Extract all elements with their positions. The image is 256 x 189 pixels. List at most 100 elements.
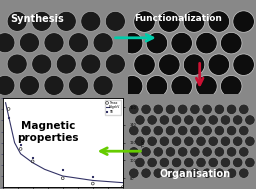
Circle shape <box>81 11 101 31</box>
Circle shape <box>239 168 249 178</box>
Circle shape <box>146 75 168 97</box>
Circle shape <box>214 168 225 178</box>
Circle shape <box>141 168 151 178</box>
Text: Synthesis: Synthesis <box>10 14 64 24</box>
Circle shape <box>129 147 139 157</box>
Circle shape <box>226 125 237 136</box>
Circle shape <box>105 11 125 31</box>
Circle shape <box>239 104 249 115</box>
Circle shape <box>184 115 194 125</box>
Circle shape <box>135 115 145 125</box>
Circle shape <box>208 54 230 75</box>
Circle shape <box>226 104 237 115</box>
Circle shape <box>183 54 205 75</box>
Circle shape <box>208 11 230 32</box>
Circle shape <box>177 168 188 178</box>
Circle shape <box>44 75 64 95</box>
Tmax <box>31 160 35 163</box>
Circle shape <box>196 136 206 146</box>
EdgekV <box>61 175 64 177</box>
Circle shape <box>239 147 249 157</box>
Circle shape <box>7 11 27 31</box>
TB <box>19 143 23 146</box>
Circle shape <box>0 33 15 53</box>
Circle shape <box>202 168 212 178</box>
Text: Magnetic
properties: Magnetic properties <box>17 121 79 143</box>
Circle shape <box>202 147 212 157</box>
Circle shape <box>165 104 176 115</box>
TB <box>31 157 35 160</box>
Circle shape <box>177 125 188 136</box>
Circle shape <box>190 168 200 178</box>
Circle shape <box>208 136 218 146</box>
EdgekV <box>19 153 22 155</box>
Circle shape <box>69 75 89 95</box>
Circle shape <box>220 115 231 125</box>
Circle shape <box>190 104 200 115</box>
EdgekV <box>4 102 7 104</box>
Tmax <box>19 147 23 150</box>
Circle shape <box>146 32 168 54</box>
Circle shape <box>19 75 39 95</box>
Circle shape <box>171 32 193 54</box>
Circle shape <box>232 115 243 125</box>
Tmax <box>61 177 65 180</box>
Circle shape <box>196 32 217 54</box>
Circle shape <box>105 54 125 74</box>
Circle shape <box>171 157 182 168</box>
Circle shape <box>159 115 170 125</box>
Circle shape <box>202 125 212 136</box>
Circle shape <box>121 32 143 54</box>
EdgekV <box>43 168 46 170</box>
Circle shape <box>171 136 182 146</box>
Circle shape <box>245 136 255 146</box>
Circle shape <box>56 54 76 74</box>
Circle shape <box>226 147 237 157</box>
Circle shape <box>93 75 113 95</box>
Legend: Tmax, EdgekV, TB: Tmax, EdgekV, TB <box>105 100 121 115</box>
Circle shape <box>19 33 39 53</box>
Circle shape <box>233 11 254 32</box>
Circle shape <box>141 147 151 157</box>
Circle shape <box>196 115 206 125</box>
Circle shape <box>190 125 200 136</box>
Circle shape <box>32 54 52 74</box>
Circle shape <box>171 115 182 125</box>
Circle shape <box>208 157 218 168</box>
Circle shape <box>135 157 145 168</box>
Circle shape <box>129 125 139 136</box>
EdgekV <box>31 162 34 164</box>
Circle shape <box>226 168 237 178</box>
Circle shape <box>177 104 188 115</box>
Circle shape <box>121 75 143 97</box>
Circle shape <box>184 136 194 146</box>
Circle shape <box>158 54 180 75</box>
Circle shape <box>153 104 164 115</box>
Circle shape <box>153 168 164 178</box>
Y-axis label: T (K): T (K) <box>142 138 146 147</box>
Circle shape <box>165 147 176 157</box>
Circle shape <box>220 32 242 54</box>
Line: EdgekV: EdgekV <box>6 103 123 183</box>
Circle shape <box>165 168 176 178</box>
Circle shape <box>245 157 255 168</box>
Tmax <box>91 182 95 185</box>
Circle shape <box>220 75 242 97</box>
Circle shape <box>171 75 193 97</box>
TB <box>61 169 65 172</box>
Circle shape <box>165 125 176 136</box>
Circle shape <box>141 125 151 136</box>
Circle shape <box>135 136 145 146</box>
Circle shape <box>129 104 139 115</box>
Circle shape <box>220 157 231 168</box>
Circle shape <box>81 54 101 74</box>
Circle shape <box>159 136 170 146</box>
Circle shape <box>44 33 64 53</box>
Circle shape <box>239 125 249 136</box>
Circle shape <box>214 104 225 115</box>
TB <box>7 117 11 120</box>
Circle shape <box>232 157 243 168</box>
Circle shape <box>183 11 205 32</box>
Tmax <box>121 186 125 189</box>
Circle shape <box>190 147 200 157</box>
